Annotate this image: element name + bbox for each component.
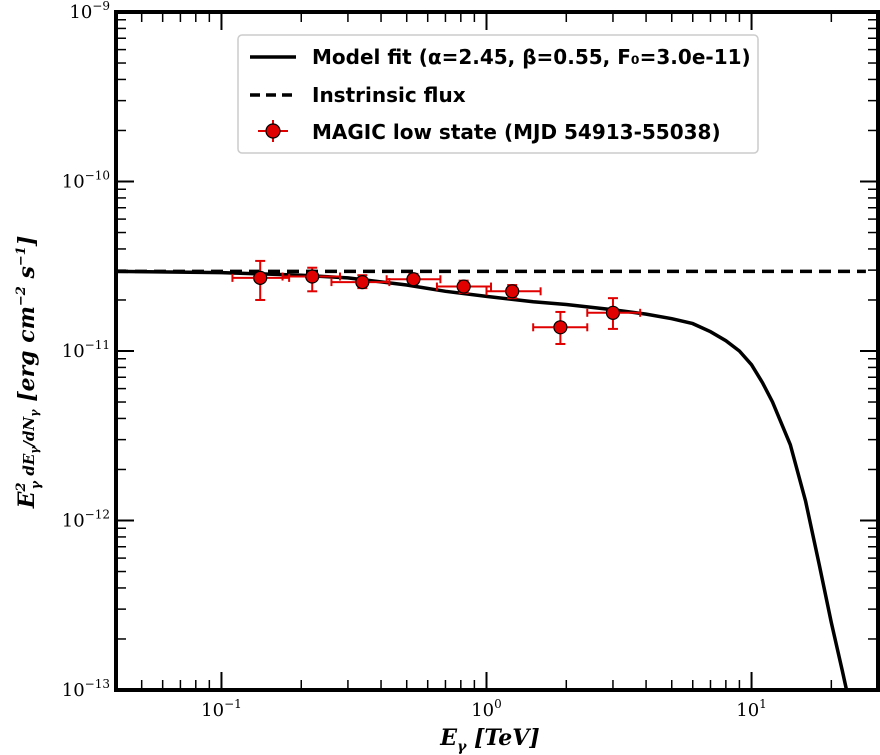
legend-magic-swatch: [258, 120, 288, 142]
data-marker: [605, 305, 621, 320]
y-tick-label: 10−9: [69, 0, 110, 23]
magic-data-point: [330, 274, 391, 290]
magic-data-point: [435, 279, 493, 294]
tick-labels: 10−1 100 101 10−13 10−12 10−11 10−10 10−9: [62, 0, 767, 721]
data-marker: [406, 272, 421, 287]
y-tick-label: 10−10: [62, 169, 110, 193]
magic-data-point: [281, 266, 341, 293]
below-axis-mask: [116, 692, 878, 752]
magic-data-point: [532, 310, 589, 345]
data-layer: [115, 259, 878, 752]
magic-data-point: [586, 297, 642, 330]
legend-box: [237, 34, 759, 154]
data-marker: [355, 274, 370, 290]
data-marker: [253, 270, 268, 285]
data-marker: [456, 279, 471, 294]
x-tick-label: 100: [471, 697, 502, 721]
x-tick-label: 10−1: [201, 697, 242, 721]
x-axis-title: Eγ [TeV]: [439, 725, 539, 755]
x-tick-label: 101: [736, 697, 767, 721]
magic-data-point: [485, 284, 542, 300]
y-tick-label: 10−13: [62, 677, 110, 701]
legend-label-model-fit: Model fit (α=2.45, β=0.55, F₀=3.0e-11): [312, 45, 751, 69]
plot-frame: [114, 10, 880, 692]
magic-data-point: [385, 272, 442, 287]
legend: Model fit (α=2.45, β=0.55, F₀=3.0e-11) I…: [237, 34, 759, 154]
magic-data-point: [231, 259, 291, 301]
legend-label-intrinsic-flux: Instrinsic flux: [312, 83, 466, 107]
data-marker: [505, 284, 520, 299]
legend-label-magic-low-state: MAGIC low state (MJD 54913-55038): [312, 120, 721, 144]
y-tick-label: 10−12: [62, 508, 110, 532]
data-marker: [553, 320, 568, 335]
data-marker: [305, 269, 320, 284]
y-tick-label: 10−11: [62, 338, 110, 362]
model-fit-line: [115, 269, 855, 717]
y-axis-title: E2γ dEγ/dNγ [erg cm−2 s−1]: [14, 236, 44, 510]
